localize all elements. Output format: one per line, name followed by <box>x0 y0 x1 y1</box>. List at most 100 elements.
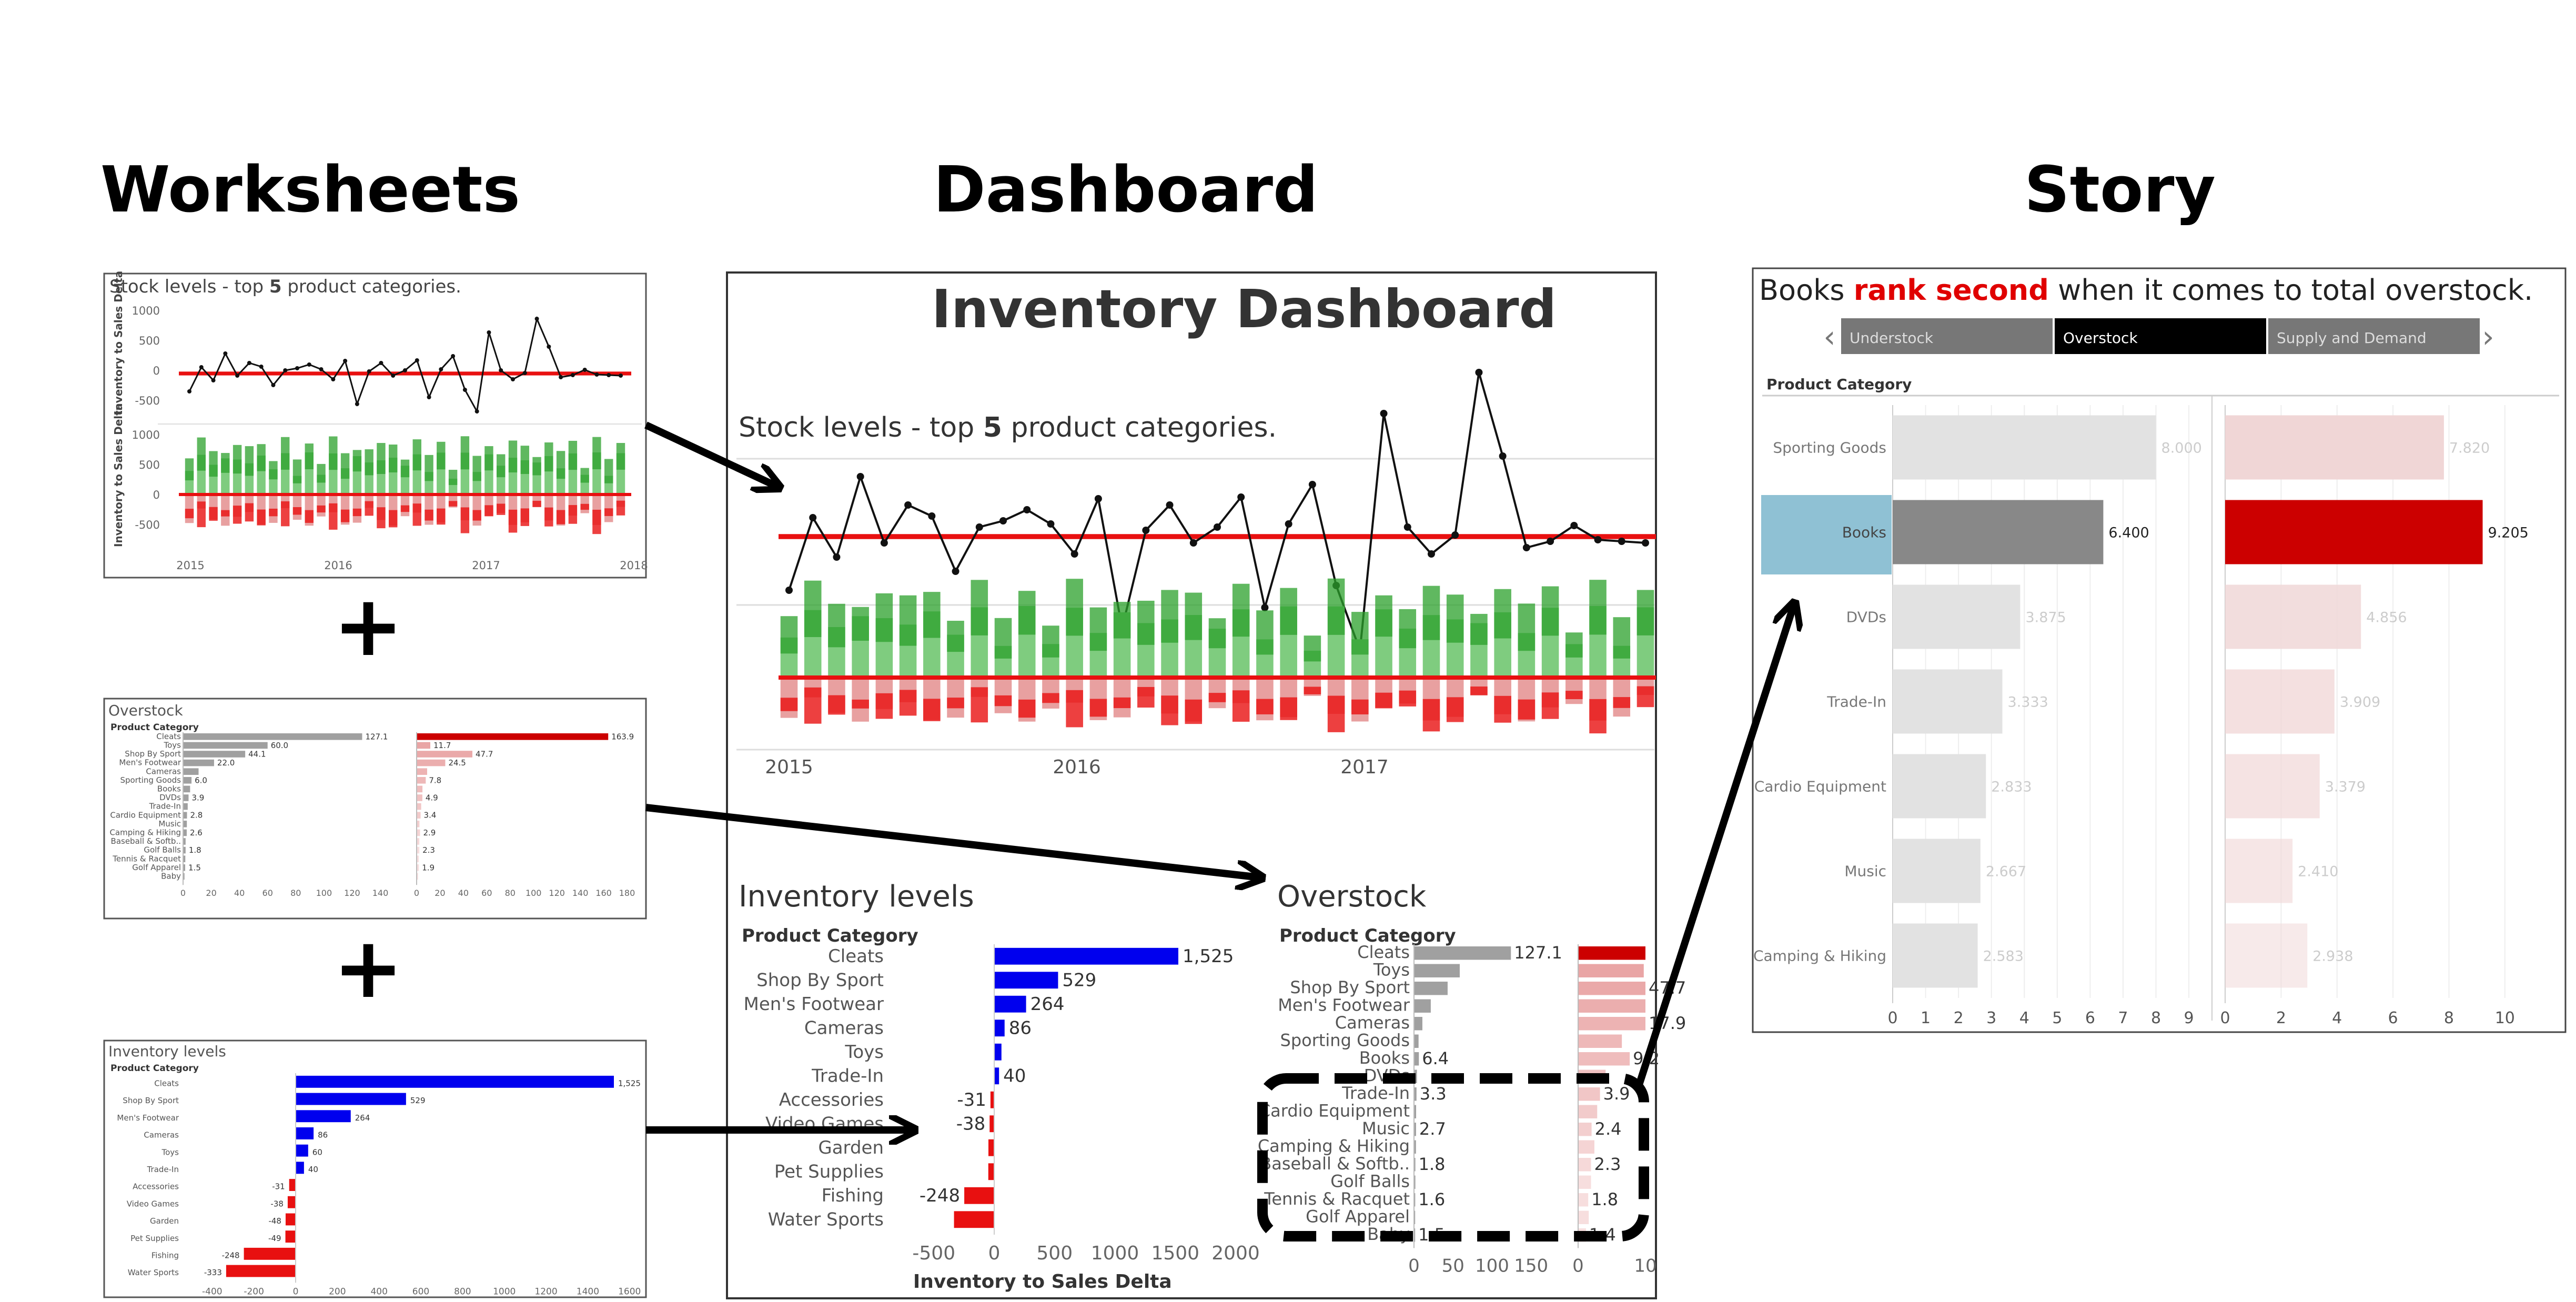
overstock-label: Cameras <box>1335 1013 1410 1033</box>
db-stock-point <box>1023 506 1031 513</box>
overstock-left-bar <box>183 820 187 827</box>
ws-stock-bar-green <box>604 459 613 483</box>
inventory-value: 529 <box>410 1096 426 1105</box>
story-left-bar <box>1893 584 2021 649</box>
db-stock-bar-red <box>1375 692 1392 709</box>
ws-stock-top-tick: -500 <box>135 395 160 407</box>
overstock-label: Men's Footwear <box>1278 995 1410 1015</box>
overstock-label: Camping & Hiking <box>109 828 181 837</box>
ws-stock-point <box>307 362 311 367</box>
ws-stock-bar-red <box>532 501 541 507</box>
ws-stock-x-tick: 2015 <box>176 559 204 572</box>
plus-sign-2: + <box>333 919 403 1017</box>
overstock-right-bar <box>1578 946 1645 960</box>
story-left-tick: 8 <box>2151 1009 2161 1027</box>
dashboard-overstock-title: Overstock <box>1277 880 1427 914</box>
inventory-bar <box>296 1075 614 1088</box>
ws-stock-bar-red <box>305 510 314 523</box>
overstock-right-tick: 160 <box>595 888 612 898</box>
overstock-right-value: 7.8 <box>429 775 441 785</box>
overstock-right-value: 2.3 <box>1594 1154 1621 1174</box>
overstock-label: Sporting Goods <box>120 775 181 785</box>
overstock-label: Trade-In <box>149 802 181 811</box>
overstock-left-value: 2.6 <box>190 828 203 837</box>
overstock-right-value: 3.9 <box>1603 1084 1630 1104</box>
inventory-label: Water Sports <box>128 1268 179 1277</box>
ws-stock-top-tick: 0 <box>153 365 160 377</box>
heading-worksheets: Worksheets <box>100 154 520 227</box>
heading-dashboard: Dashboard <box>933 154 1318 227</box>
story-tab-overstock <box>2055 318 2266 354</box>
dashboard-inventory-title: Inventory levels <box>739 880 974 914</box>
db-stock-bar-red <box>1280 697 1297 720</box>
overstock-left-bar <box>1414 1158 1416 1172</box>
ws-stock-point <box>223 351 228 356</box>
overstock-right-bar <box>1578 964 1644 977</box>
story-right-tick: 8 <box>2444 1009 2454 1027</box>
story-left-tick: 3 <box>1986 1009 1996 1027</box>
ws-stock-point <box>439 367 443 371</box>
db-stock-bar-green <box>1422 586 1440 640</box>
db-stock-bar-red <box>994 695 1012 706</box>
worksheet-stock-title: Stock levels - top 5 product categories. <box>109 276 461 297</box>
overstock-left-value: 3.3 <box>1420 1084 1447 1104</box>
ws-stock-bar-green <box>568 440 578 470</box>
overstock-right-bar <box>417 873 418 880</box>
overstock-right-bar <box>417 820 420 827</box>
db-stock-bar-red <box>1161 695 1178 725</box>
story-row-label: Sporting Goods <box>1773 439 1886 457</box>
ws-stock-point <box>391 374 396 378</box>
ws-stock-bar-red <box>604 508 613 516</box>
arrow-dashboard-to-story <box>1635 605 1794 1088</box>
ws-stock-bar-red <box>233 506 242 524</box>
overstock-right-value: 47.7 <box>476 749 493 759</box>
overstock-left-bar <box>183 812 187 819</box>
db-stock-bar-red <box>1399 690 1417 706</box>
db-stock-bar-green <box>1446 594 1464 643</box>
db-stock-bar-red <box>1066 690 1083 728</box>
story-left-tick: 6 <box>2085 1009 2095 1027</box>
inventory-label: Water Sports <box>768 1209 884 1230</box>
ws-stock-point <box>534 317 539 321</box>
story-left-value: 2.667 <box>1986 864 2026 880</box>
ws-stock-point <box>427 395 431 399</box>
ws-stock-point <box>451 354 456 358</box>
overstock-left-bar <box>1414 1228 1416 1242</box>
ws-stock-bottom-tick: 500 <box>139 459 160 471</box>
overstock-left-bar <box>183 855 186 863</box>
ws-stock-bar-red <box>497 503 506 515</box>
ws-stock-bar-green <box>520 446 529 474</box>
inventory-tick: 500 <box>1036 1243 1073 1264</box>
story-right-tick: 6 <box>2388 1009 2398 1027</box>
overstock-label: Music <box>158 819 181 829</box>
db-stock-bar-green <box>1375 595 1392 637</box>
ws-stock-bar-green <box>508 440 518 473</box>
ws-stock-point <box>379 361 383 365</box>
db-stock-point <box>1499 452 1507 460</box>
overstock-label: Golf Apparel <box>132 863 181 872</box>
db-stock-bar-red <box>1327 695 1345 732</box>
dashboard-dashed-highlight <box>1257 1073 1649 1242</box>
worksheet-stock-levels: Stock levels - top 5 product categories.… <box>103 271 648 579</box>
overstock-right-bar <box>417 733 609 740</box>
story-right-value: 3.909 <box>2340 694 2380 711</box>
ws-stock-bar-red <box>185 509 194 519</box>
story-left-value: 2.833 <box>1991 779 2032 795</box>
inventory-bar <box>994 995 1026 1013</box>
arrow-stock-to-dashboard <box>644 421 777 487</box>
overstock-right-bar <box>1578 982 1645 995</box>
db-stock-point <box>833 553 841 561</box>
overstock-label: Tennis & Racquet <box>112 854 181 863</box>
overstock-right-tick: 140 <box>572 888 589 898</box>
ws-stock-bar-green <box>616 443 625 470</box>
story-left-tick: 2 <box>1954 1009 1964 1027</box>
ws-stock-bar-red-light <box>472 494 481 526</box>
overstock-left-bar <box>1414 1105 1417 1118</box>
ws-stock-bar-red <box>377 507 386 529</box>
db-stock-bar-red <box>1232 690 1250 722</box>
inventory-value: 86 <box>318 1131 328 1140</box>
overstock-label: Baby <box>161 872 181 881</box>
db-stock-bar-green <box>899 595 917 646</box>
db-stock-bar-red <box>1470 687 1488 695</box>
